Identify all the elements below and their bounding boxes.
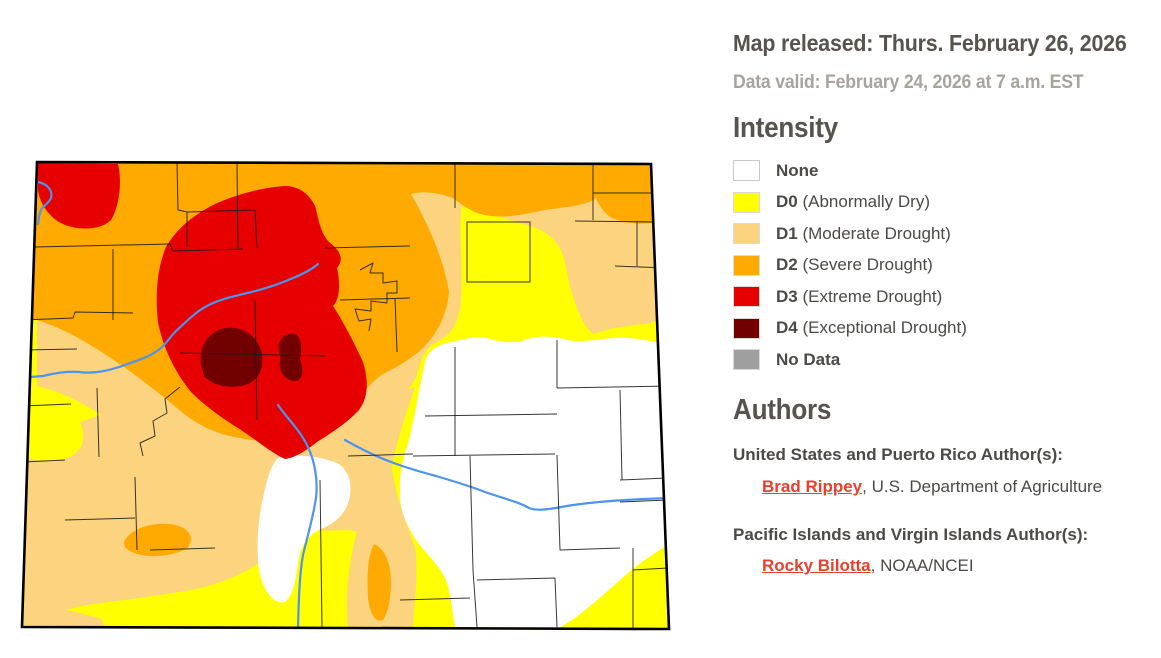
legend-label-none: None (776, 160, 819, 180)
map-fill-d3-nw (38, 163, 120, 229)
us-author-link[interactable]: Brad Rippey (762, 477, 863, 496)
map-released-heading: Map released: Thurs. February 26, 2026 (733, 30, 1127, 56)
pi-author-link[interactable]: Rocky Bilotta (762, 556, 871, 575)
legend-label-nodata: No Data (776, 349, 841, 369)
intensity-legend: None D0 (Abnormally Dry) D1 (Moderate Drou… (733, 155, 967, 376)
river-arkansas (343, 438, 669, 511)
legend-swatch-nodata (733, 349, 760, 371)
map-fill-d2-south-streak (367, 544, 391, 621)
legend-row-d0: D0 (Abnormally Dry) (733, 187, 967, 219)
legend-row-nodata: No Data (733, 344, 967, 376)
pi-author-line: Rocky Bilotta, NOAA/NCEI (762, 556, 974, 576)
map-fill-none-valley (257, 455, 351, 603)
legend-label-d0: D0 (Abnormally Dry) (776, 192, 930, 212)
legend-row-d4: D4 (Exceptional Drought) (733, 313, 967, 345)
map-fill-none-east (399, 336, 668, 627)
legend-swatch-d3 (733, 286, 760, 308)
map-fill-d1-south (22, 387, 417, 628)
rivers (28, 180, 669, 629)
river-colorado (28, 262, 320, 379)
us-authors-label: United States and Puerto Rico Author(s): (733, 445, 1063, 464)
map-fill-d4-east (278, 333, 303, 382)
river-rio-grande (276, 403, 318, 629)
legend-label-d2: D2 (Severe Drought) (776, 255, 933, 275)
map-fill-d1-sw-strip (22, 602, 105, 627)
pi-authors-label: Pacific Islands and Virgin Islands Autho… (733, 525, 1089, 544)
legend-row-d2: D2 (Severe Drought) (733, 250, 967, 282)
authors-title: Authors (733, 394, 832, 426)
legend-row-d3: D3 (Extreme Drought) (733, 281, 967, 313)
map-fill-d4-west (200, 327, 263, 387)
legend-swatch-none (733, 160, 760, 182)
legend-swatch-d0 (733, 191, 760, 213)
legend-swatch-d4 (733, 317, 760, 339)
legend-label-d1: D1 (Moderate Drought) (776, 223, 951, 243)
us-author-line: Brad Rippey, U.S. Department of Agricult… (762, 477, 1102, 497)
state-border (20, 160, 671, 631)
map-fill-d0-west-blob (22, 404, 84, 462)
colorado-drought-svg (20, 160, 671, 631)
legend-swatch-d1 (733, 223, 760, 245)
legend-row-d1: D1 (Moderate Drought) (733, 218, 967, 250)
legend-label-d4: D4 (Exceptional Drought) (776, 318, 967, 338)
pi-author-affiliation: , NOAA/NCEI (870, 556, 974, 575)
legend-swatch-d2 (733, 254, 760, 276)
us-author-affiliation: , U.S. Department of Agriculture (862, 477, 1103, 496)
data-valid-heading: Data valid: February 24, 2026 at 7 a.m. … (733, 72, 1084, 93)
legend-label-d3: D3 (Extreme Drought) (776, 286, 943, 306)
map-fill-d3-central (156, 186, 367, 459)
map-fill-d2-sw-blob (123, 523, 191, 557)
intensity-title: Intensity (733, 112, 838, 144)
legend-row-none: None (733, 155, 967, 187)
river-nw-loop (36, 180, 53, 226)
county-boundaries (22, 162, 669, 628)
drought-map-colorado (15, 150, 675, 642)
map-fill-d0-wedge (417, 206, 582, 376)
